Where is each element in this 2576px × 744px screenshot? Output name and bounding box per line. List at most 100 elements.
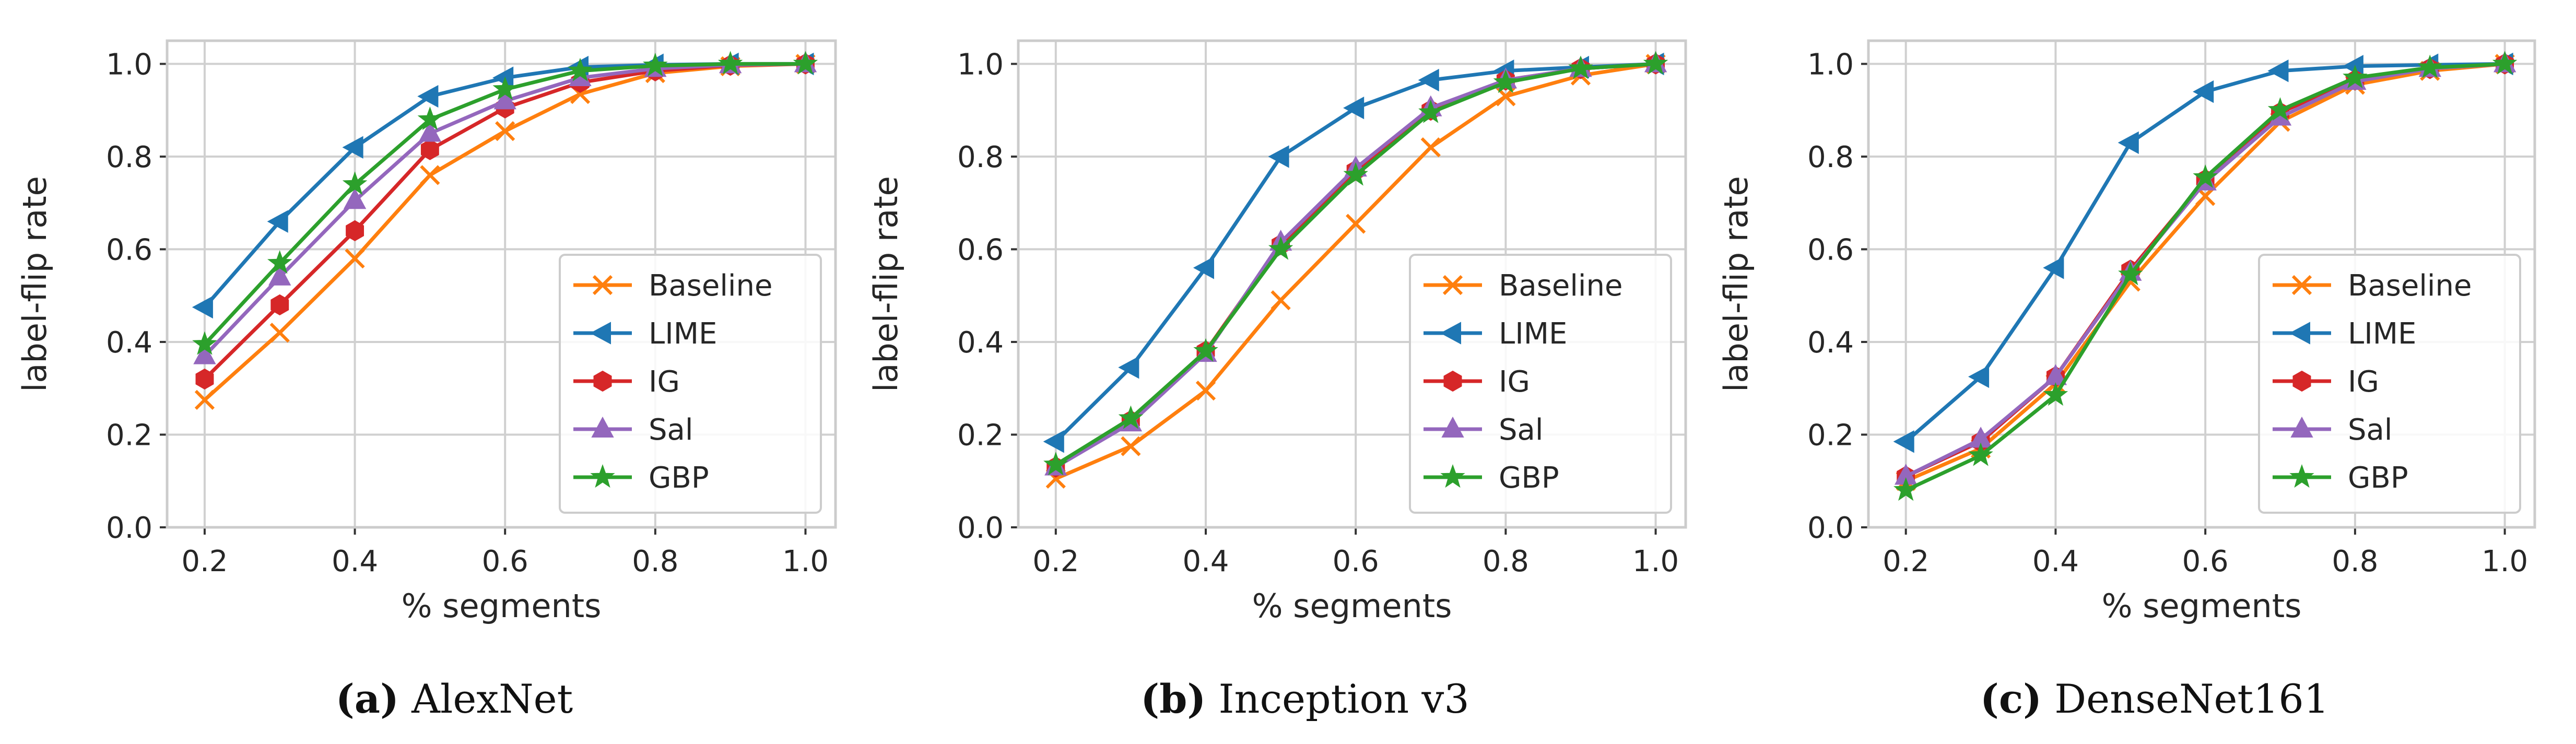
legend-item-sal: Sal — [573, 413, 693, 447]
data-point-sal — [418, 121, 442, 142]
legend-item-lime: LIME — [1424, 317, 1567, 351]
data-point-gbp — [1968, 442, 1993, 466]
data-point-ig — [346, 220, 364, 242]
x-tick-label: 0.8 — [2332, 545, 2378, 578]
axes: 0.2 0.4 0.6 0.8 1.0 0.0 0.2 0.4 0.6 0.8 1.0 — [957, 48, 1679, 578]
data-point-gbp — [1268, 236, 1293, 260]
legend-item-gbp: GBP — [2273, 461, 2408, 495]
panel-caption: (b) Inception v3 — [1140, 676, 1469, 722]
data-point-gbp — [1193, 338, 1218, 362]
legend: Baseline LIME IG Sal GBP — [559, 254, 822, 514]
marker-stroke — [1442, 275, 1463, 296]
y-tick-label: 0.0 — [957, 511, 1004, 545]
plot-frame — [166, 39, 837, 529]
marker-stroke — [592, 275, 613, 296]
data-point-gbp — [1568, 55, 1593, 79]
legend-label-gbp: GBP — [649, 461, 709, 495]
data-point-baseline — [420, 165, 440, 185]
data-point-baseline — [1346, 214, 1366, 234]
legend-marker-lime — [590, 322, 611, 345]
legend-label-ig: IG — [2348, 365, 2379, 399]
data-point-lime — [1343, 97, 1365, 120]
plot-frame — [1017, 39, 1687, 529]
x-tick-label: 0.2 — [1032, 545, 1079, 578]
x-tick-label: 0.6 — [482, 545, 528, 578]
data-point-gbp — [717, 51, 743, 75]
x-tick-label: 0.8 — [1483, 545, 1529, 578]
caption-model-name: AlexNet — [399, 676, 573, 722]
data-point-lime — [2267, 60, 2289, 82]
data-point-baseline — [1271, 290, 1291, 311]
y-tick-label: 1.0 — [957, 48, 1004, 81]
y-tick-label: 0.8 — [1807, 140, 1854, 174]
y-axis-label: label-flip rate — [1717, 176, 1755, 392]
data-point-gbp — [192, 331, 217, 355]
data-point-sal — [268, 264, 291, 286]
data-point-gbp — [568, 57, 593, 81]
data-point-gbp — [793, 51, 818, 75]
data-point-gbp — [643, 52, 668, 77]
legend-label-baseline: Baseline — [1499, 269, 1622, 303]
data-point-lime — [1193, 256, 1214, 279]
data-point-lime — [1968, 365, 1990, 388]
legend-label-baseline: Baseline — [649, 269, 772, 303]
marker-stroke — [420, 165, 440, 185]
data-point-gbp — [2343, 65, 2368, 89]
x-tick-label: 0.4 — [2032, 545, 2079, 578]
legend-marker-gbp — [1440, 464, 1465, 488]
legend-marker-baseline — [1442, 275, 1463, 296]
legend-item-sal: Sal — [2273, 413, 2392, 447]
data-point-gbp — [2417, 54, 2443, 78]
series-group — [1893, 51, 2518, 501]
caption-panel-label: (b) — [1140, 676, 1206, 722]
y-tick-label: 0.6 — [1807, 233, 1854, 267]
panel-caption: (a) AlexNet — [336, 676, 573, 722]
data-point-lime — [1268, 145, 1289, 168]
legend-marker-gbp — [590, 464, 615, 488]
marker-stroke — [1346, 214, 1366, 234]
data-point-gbp — [1343, 162, 1368, 186]
legend-label-sal: Sal — [649, 413, 693, 447]
legend-label-sal: Sal — [2348, 413, 2392, 447]
data-point-gbp — [2267, 97, 2293, 121]
x-tick-label: 0.4 — [332, 545, 378, 578]
y-tick-label: 0.8 — [106, 140, 152, 174]
legend-item-ig: IG — [573, 365, 680, 399]
y-tick-label: 0.4 — [1807, 326, 1854, 360]
data-point-lime — [2043, 256, 2064, 279]
y-tick-label: 0.8 — [957, 140, 1004, 174]
legend-item-lime: LIME — [573, 317, 717, 351]
data-point-lime — [417, 85, 439, 108]
data-point-gbp — [1893, 477, 1919, 501]
legend-label-gbp: GBP — [1499, 461, 1559, 495]
caption-panel-label: (c) — [1980, 676, 2042, 722]
marker-stroke — [1195, 381, 1216, 401]
data-point-baseline — [345, 249, 365, 269]
plot-frame — [1867, 39, 2536, 529]
legend-marker-sal — [1441, 416, 1464, 438]
legend-box — [559, 254, 822, 514]
y-axis-label: label-flip rate — [16, 176, 54, 392]
marker-stroke — [269, 323, 290, 343]
axes: 0.2 0.4 0.6 0.8 1.0 0.0 0.2 0.4 0.6 0.8 1.0 — [106, 48, 829, 578]
data-point-sal — [193, 343, 216, 364]
marker-stroke — [194, 389, 215, 410]
series-group — [192, 51, 818, 410]
x-axis-label: % segments — [2102, 587, 2302, 625]
data-point-gbp — [1043, 452, 1068, 476]
x-axis-label: % segments — [402, 587, 602, 625]
marker-stroke — [495, 121, 515, 141]
y-tick-label: 0.2 — [957, 418, 1004, 452]
data-point-sal — [493, 88, 516, 110]
legend: Baseline LIME IG Sal GBP — [1409, 254, 1672, 514]
y-tick-label: 0.6 — [106, 233, 152, 267]
data-point-lime — [2118, 131, 2139, 154]
caption-panel-label: (a) — [336, 676, 399, 722]
legend-item-sal: Sal — [1424, 413, 1543, 447]
x-tick-label: 0.8 — [632, 545, 678, 578]
legend-marker-gbp — [2289, 464, 2314, 488]
x-tick-label: 1.0 — [782, 545, 829, 578]
legend-marker-ig — [593, 370, 612, 392]
legend-label-ig: IG — [1499, 365, 1530, 399]
